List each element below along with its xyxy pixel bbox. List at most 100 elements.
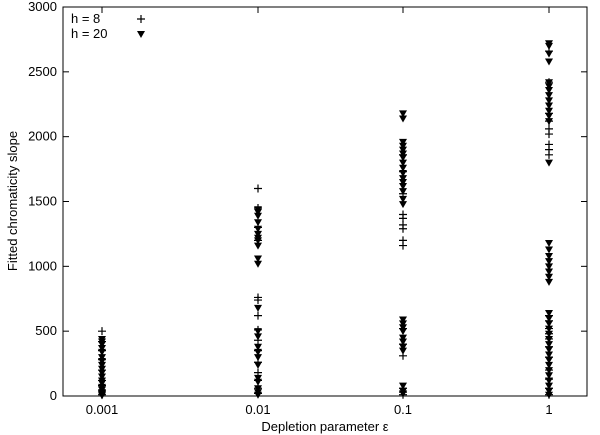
triangle-marker: [98, 357, 106, 365]
triangle-marker: [254, 212, 262, 220]
triangle-marker: [399, 175, 407, 183]
y-axis-label: Fitted chromaticity slope: [5, 131, 20, 271]
triangle-marker: [545, 268, 553, 276]
x-tick-label: 0.1: [394, 402, 412, 417]
x-tick-label: 0.01: [245, 402, 270, 417]
triangle-marker: [254, 328, 262, 336]
triangle-marker: [137, 31, 145, 38]
triangle-marker: [254, 333, 262, 341]
plus-marker: [545, 130, 553, 139]
plus-marker: [137, 15, 145, 23]
triangle-marker: [399, 188, 407, 196]
triangle-marker: [399, 390, 407, 398]
axis-ticks: 0 500 1000 1500 2000 2500 3000 0.001 0.01 0.1 1: [28, 0, 587, 417]
triangle-marker: [545, 79, 553, 87]
legend-label: h = 8: [71, 11, 100, 26]
triangle-marker: [545, 42, 553, 50]
triangle-marker: [545, 315, 553, 323]
triangle-marker: [545, 246, 553, 254]
triangle-marker: [98, 348, 106, 356]
triangle-marker: [254, 374, 262, 382]
triangle-marker: [98, 341, 106, 349]
triangle-marker: [399, 328, 407, 336]
triangle-marker: [254, 391, 262, 399]
triangle-marker: [254, 219, 262, 227]
triangle-marker: [399, 343, 407, 351]
triangle-marker: [545, 97, 553, 105]
plus-marker: [254, 296, 262, 305]
triangle-marker: [399, 182, 407, 190]
y-tick-label: 2000: [28, 129, 57, 144]
triangle-marker: [545, 278, 553, 286]
triangle-marker: [545, 159, 553, 167]
triangle-marker: [545, 83, 553, 91]
triangle-marker: [399, 138, 407, 146]
triangle-marker: [399, 382, 407, 390]
triangle-marker: [545, 320, 553, 328]
legend-marker: [137, 31, 145, 38]
triangle-marker: [399, 169, 407, 177]
triangle-marker: [254, 208, 262, 216]
triangle-marker: [545, 341, 553, 349]
triangle-marker: [98, 369, 106, 377]
triangle-marker: [545, 372, 553, 380]
triangle-marker: [545, 263, 553, 271]
triangle-marker: [254, 237, 262, 245]
triangle-marker: [399, 142, 407, 150]
triangle-marker: [399, 159, 407, 167]
triangle-marker: [98, 354, 106, 362]
triangle-marker: [399, 324, 407, 332]
triangle-marker: [254, 343, 262, 351]
triangle-marker: [545, 325, 553, 333]
legend-label: h = 20: [71, 26, 108, 41]
series-plus: [98, 47, 553, 399]
triangle-marker: [545, 92, 553, 100]
triangle-marker: [545, 387, 553, 395]
x-axis-label: Depletion parameter ε: [261, 419, 388, 434]
plus-marker: [545, 150, 553, 159]
plus-marker: [254, 184, 262, 193]
triangle-marker: [545, 252, 553, 260]
triangle-marker: [545, 361, 553, 369]
y-tick-label: 3000: [28, 0, 57, 14]
triangle-marker: [399, 320, 407, 328]
triangle-marker: [545, 310, 553, 318]
triangle-marker: [545, 391, 553, 399]
triangle-marker: [545, 107, 553, 115]
triangle-marker: [254, 361, 262, 369]
triangle-marker: [545, 367, 553, 375]
triangle-marker: [545, 351, 553, 359]
series-triangle-down: [98, 40, 553, 400]
triangle-marker: [98, 365, 106, 373]
plot-frame: [62, 6, 588, 397]
triangle-marker: [399, 334, 407, 342]
triangle-marker: [399, 201, 407, 209]
triangle-marker: [399, 347, 407, 355]
y-tick-label: 0: [50, 388, 57, 403]
x-tick-label: 0.001: [86, 402, 119, 417]
triangle-marker: [399, 179, 407, 187]
triangle-marker: [545, 50, 553, 58]
triangle-marker: [399, 150, 407, 158]
triangle-marker: [545, 382, 553, 390]
triangle-marker: [399, 164, 407, 172]
triangle-marker: [399, 146, 407, 154]
triangle-marker: [545, 346, 553, 354]
y-tick-label: 2500: [28, 64, 57, 79]
triangle-marker: [254, 385, 262, 393]
triangle-marker: [254, 348, 262, 356]
legend: h = 8h = 20: [71, 11, 145, 41]
y-tick-label: 1500: [28, 194, 57, 209]
triangle-marker: [399, 195, 407, 203]
triangle-marker: [98, 373, 106, 381]
triangle-marker: [399, 154, 407, 162]
triangle-marker: [545, 335, 553, 343]
triangle-marker: [399, 110, 407, 118]
plus-marker: [254, 311, 262, 320]
triangle-marker: [254, 378, 262, 386]
triangle-marker: [545, 258, 553, 266]
x-tick-label: 1: [545, 402, 552, 417]
legend-marker: [137, 15, 145, 23]
triangle-marker: [545, 58, 553, 66]
